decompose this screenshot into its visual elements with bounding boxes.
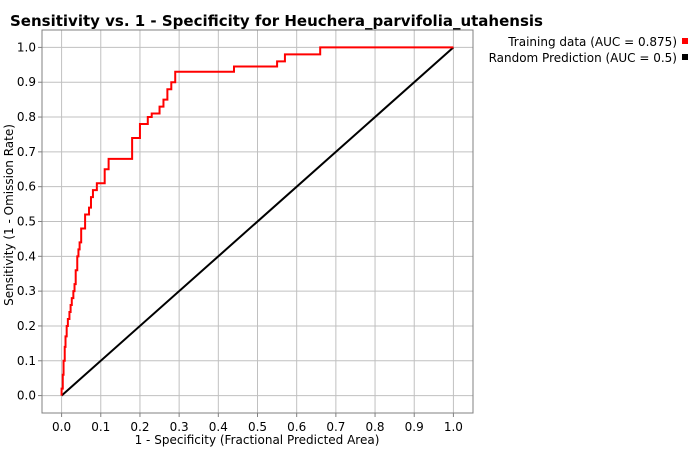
training-roc-line <box>60 46 454 396</box>
y-tick-label: 0.4 <box>17 249 36 263</box>
x-tick-label: 0.8 <box>365 420 384 434</box>
x-tick-label: 0.6 <box>287 420 306 434</box>
plot-frame <box>41 29 474 414</box>
y-tick-label: 0.5 <box>17 215 36 229</box>
y-tick-label: 0.0 <box>17 389 36 403</box>
legend-label: Random Prediction (AUC = 0.5) <box>489 51 677 65</box>
x-tick-label: 0.0 <box>52 420 71 434</box>
x-tick-label: 0.7 <box>326 420 345 434</box>
x-axis-label: 1 - Specificity (Fractional Predicted Ar… <box>135 433 380 447</box>
y-tick-label: 0.9 <box>17 75 36 89</box>
y-tick-label: 0.7 <box>17 145 36 159</box>
random-prediction-line <box>60 46 455 397</box>
chart-title: Sensitivity vs. 1 - Specificity for Heuc… <box>10 12 543 30</box>
plot-area: 0.0 0.1 0.2 0.3 0.4 0.5 0.6 0.7 0.8 0.9 1.0 0.0 0.1 0… <box>17 29 474 434</box>
legend-swatch <box>682 38 688 44</box>
y-tick-label: 0.8 <box>17 110 36 124</box>
y-tick-label: 0.3 <box>17 284 36 298</box>
legend-label: Training data (AUC = 0.875) <box>507 35 677 49</box>
y-tick-label: 1.0 <box>17 40 36 54</box>
x-tick-label: 0.3 <box>170 420 189 434</box>
x-tick-label: 0.5 <box>248 420 267 434</box>
x-tick-label: 0.4 <box>209 420 228 434</box>
legend-swatch <box>682 54 688 60</box>
x-tick-label: 1.0 <box>444 420 463 434</box>
x-tick-label: 0.1 <box>91 420 110 434</box>
legend: Training data (AUC = 0.875) Random Predic… <box>489 35 688 65</box>
x-tick-label: 0.2 <box>130 420 149 434</box>
y-tick-label: 0.6 <box>17 180 36 194</box>
y-tick-label: 0.1 <box>17 354 36 368</box>
y-tick-label: 0.2 <box>17 319 36 333</box>
y-axis-label: Sensitivity (1 - Omission Rate) <box>2 124 16 306</box>
x-tick-label: 0.9 <box>405 420 424 434</box>
